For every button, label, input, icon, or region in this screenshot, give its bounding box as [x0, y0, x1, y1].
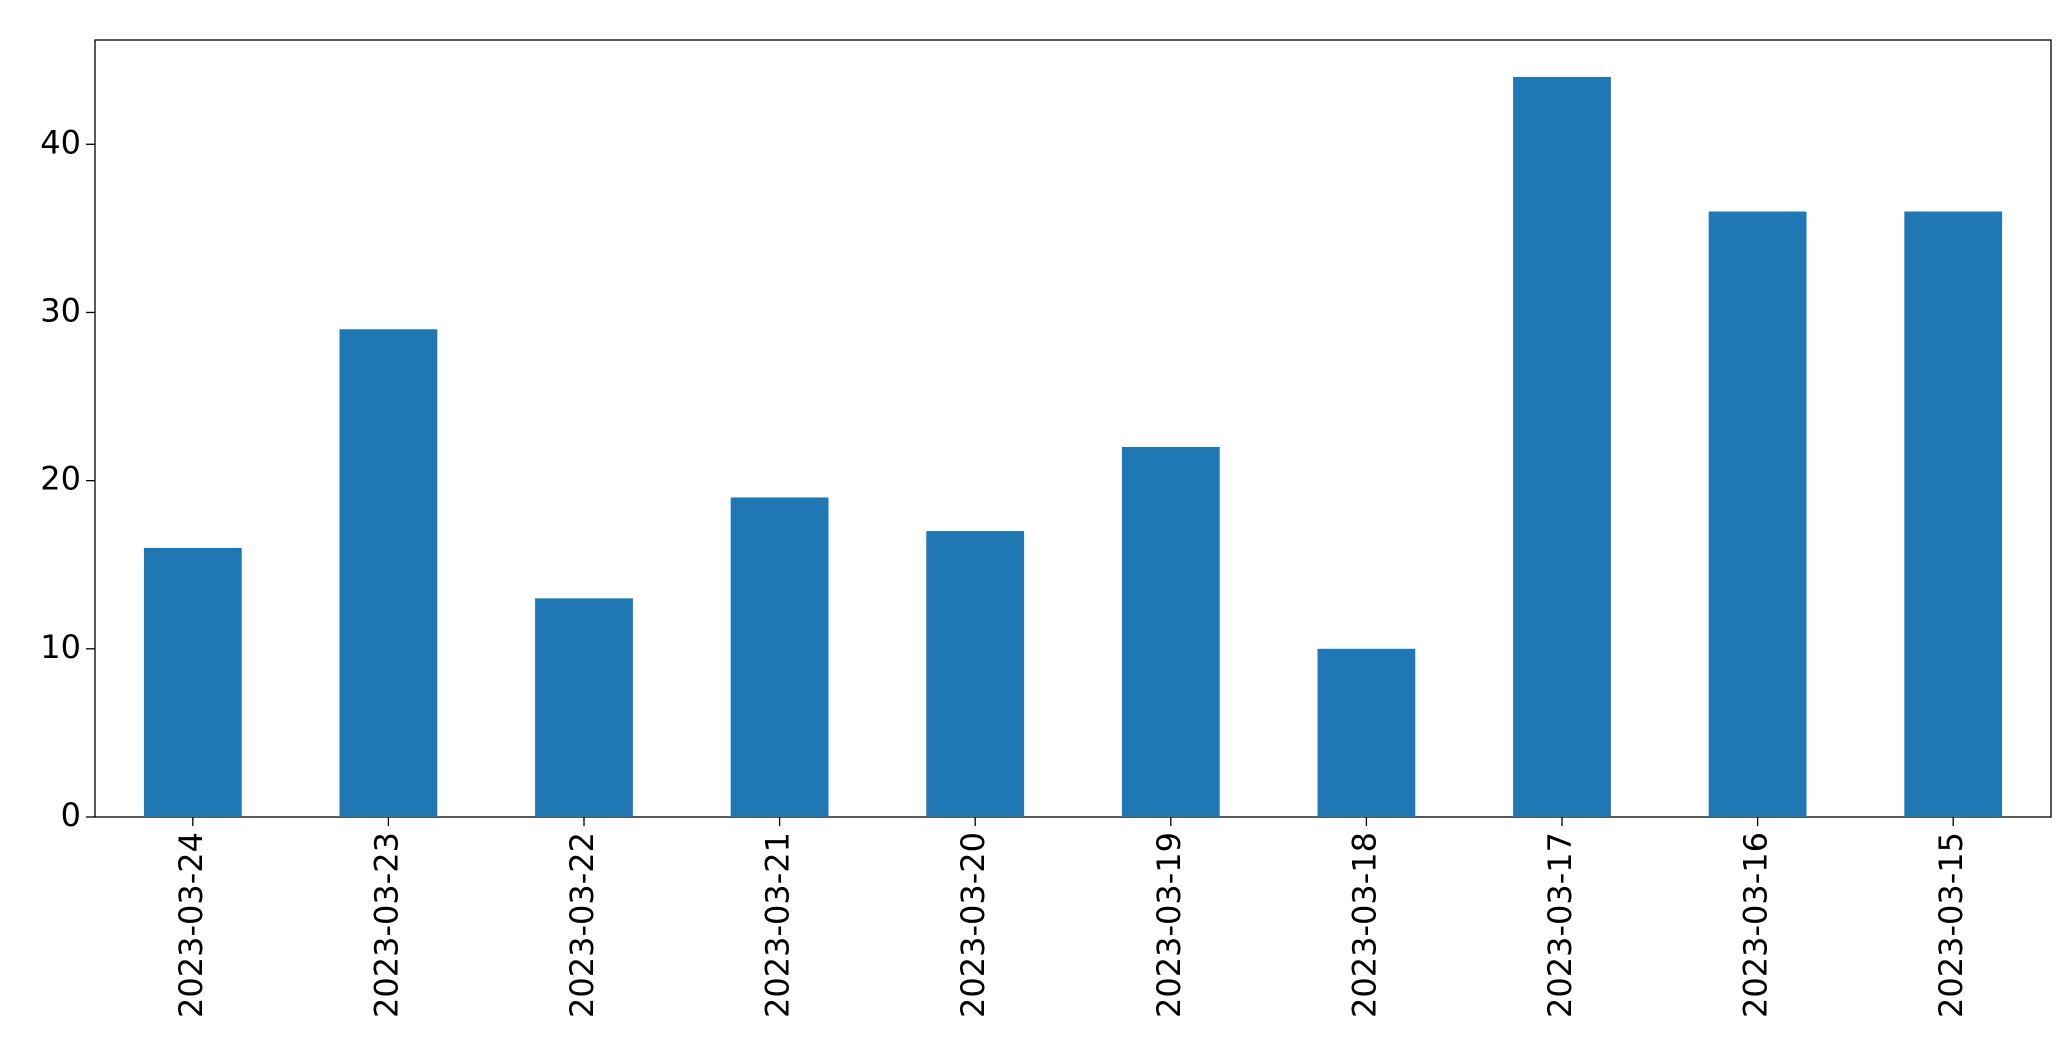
- y-tick-label: 40: [40, 123, 81, 161]
- x-tick-label: 2023-03-16: [1737, 832, 1775, 1018]
- x-tick-label: 2023-03-23: [367, 832, 405, 1018]
- bar: [143, 547, 242, 817]
- bar: [535, 598, 633, 817]
- x-tick-label: 2023-03-19: [1150, 832, 1188, 1018]
- bar: [1317, 648, 1416, 817]
- bar: [1904, 211, 2003, 817]
- x-tick-label: 2023-03-24: [172, 832, 210, 1018]
- y-tick-label: 10: [40, 628, 81, 666]
- y-tick-label: 30: [40, 291, 81, 329]
- bar: [926, 531, 1025, 817]
- x-tick-label: 2023-03-20: [954, 832, 992, 1018]
- bar: [1513, 77, 1611, 817]
- x-tick-label: 2023-03-21: [759, 832, 797, 1018]
- y-tick-label: 0: [61, 796, 81, 834]
- x-tick-label: 2023-03-18: [1345, 832, 1383, 1018]
- bar: [1708, 211, 1807, 817]
- y-tick-label: 20: [40, 460, 81, 498]
- x-tick-label: 2023-03-15: [1932, 832, 1970, 1018]
- bar: [339, 329, 438, 817]
- x-tick-label: 2023-03-22: [563, 832, 601, 1018]
- x-tick-label: 2023-03-17: [1541, 832, 1579, 1018]
- bar: [730, 497, 829, 817]
- bar: [1121, 447, 1220, 817]
- plot-frame: [94, 39, 2052, 818]
